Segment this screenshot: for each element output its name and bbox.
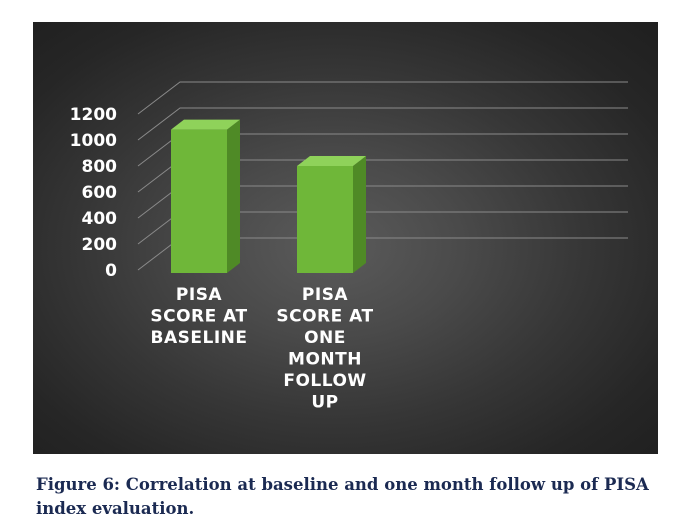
- y-tick-label: 1000: [70, 131, 117, 151]
- bar: [171, 129, 227, 273]
- x-category-label-line: BASELINE: [151, 328, 248, 348]
- x-category-label-line: PISA: [302, 285, 349, 305]
- bars: [171, 119, 366, 273]
- y-tick-label: 400: [82, 209, 118, 229]
- figure-caption: Figure 6: Correlation at baseline and on…: [36, 475, 649, 518]
- chart-panel: 0 200 400 600 800 1000 1200 PISA SCORE AT BASELI…: [33, 22, 658, 454]
- bar: [297, 166, 353, 273]
- x-category-label-line: FOLLOW: [283, 371, 366, 391]
- x-category-label: PISA SCORE AT ONE MONTH FOLLOW UP: [276, 285, 373, 413]
- gridline: [137, 107, 628, 141]
- x-category-label-line: UP: [311, 393, 338, 413]
- y-tick-label: 600: [82, 183, 118, 203]
- x-category-label-line: ONE: [304, 328, 346, 348]
- y-axis-ticks: 0 200 400 600 800 1000 1200: [70, 105, 117, 281]
- y-tick-label: 1200: [70, 105, 117, 125]
- x-category-label-line: SCORE AT: [150, 307, 247, 327]
- bar-top: [297, 156, 366, 166]
- gridline: [137, 81, 628, 115]
- x-category-label-line: PISA: [176, 285, 223, 305]
- y-tick-label: 200: [82, 235, 118, 255]
- y-tick-label: 800: [82, 157, 118, 177]
- x-category-label-line: SCORE AT: [276, 307, 373, 327]
- y-tick-label: 0: [105, 261, 117, 281]
- bar-top: [171, 119, 240, 130]
- x-category-label-line: MONTH: [288, 350, 362, 370]
- bar-side: [227, 119, 240, 273]
- bar-side: [353, 156, 366, 273]
- x-category-label: PISA SCORE AT BASELINE: [150, 285, 247, 348]
